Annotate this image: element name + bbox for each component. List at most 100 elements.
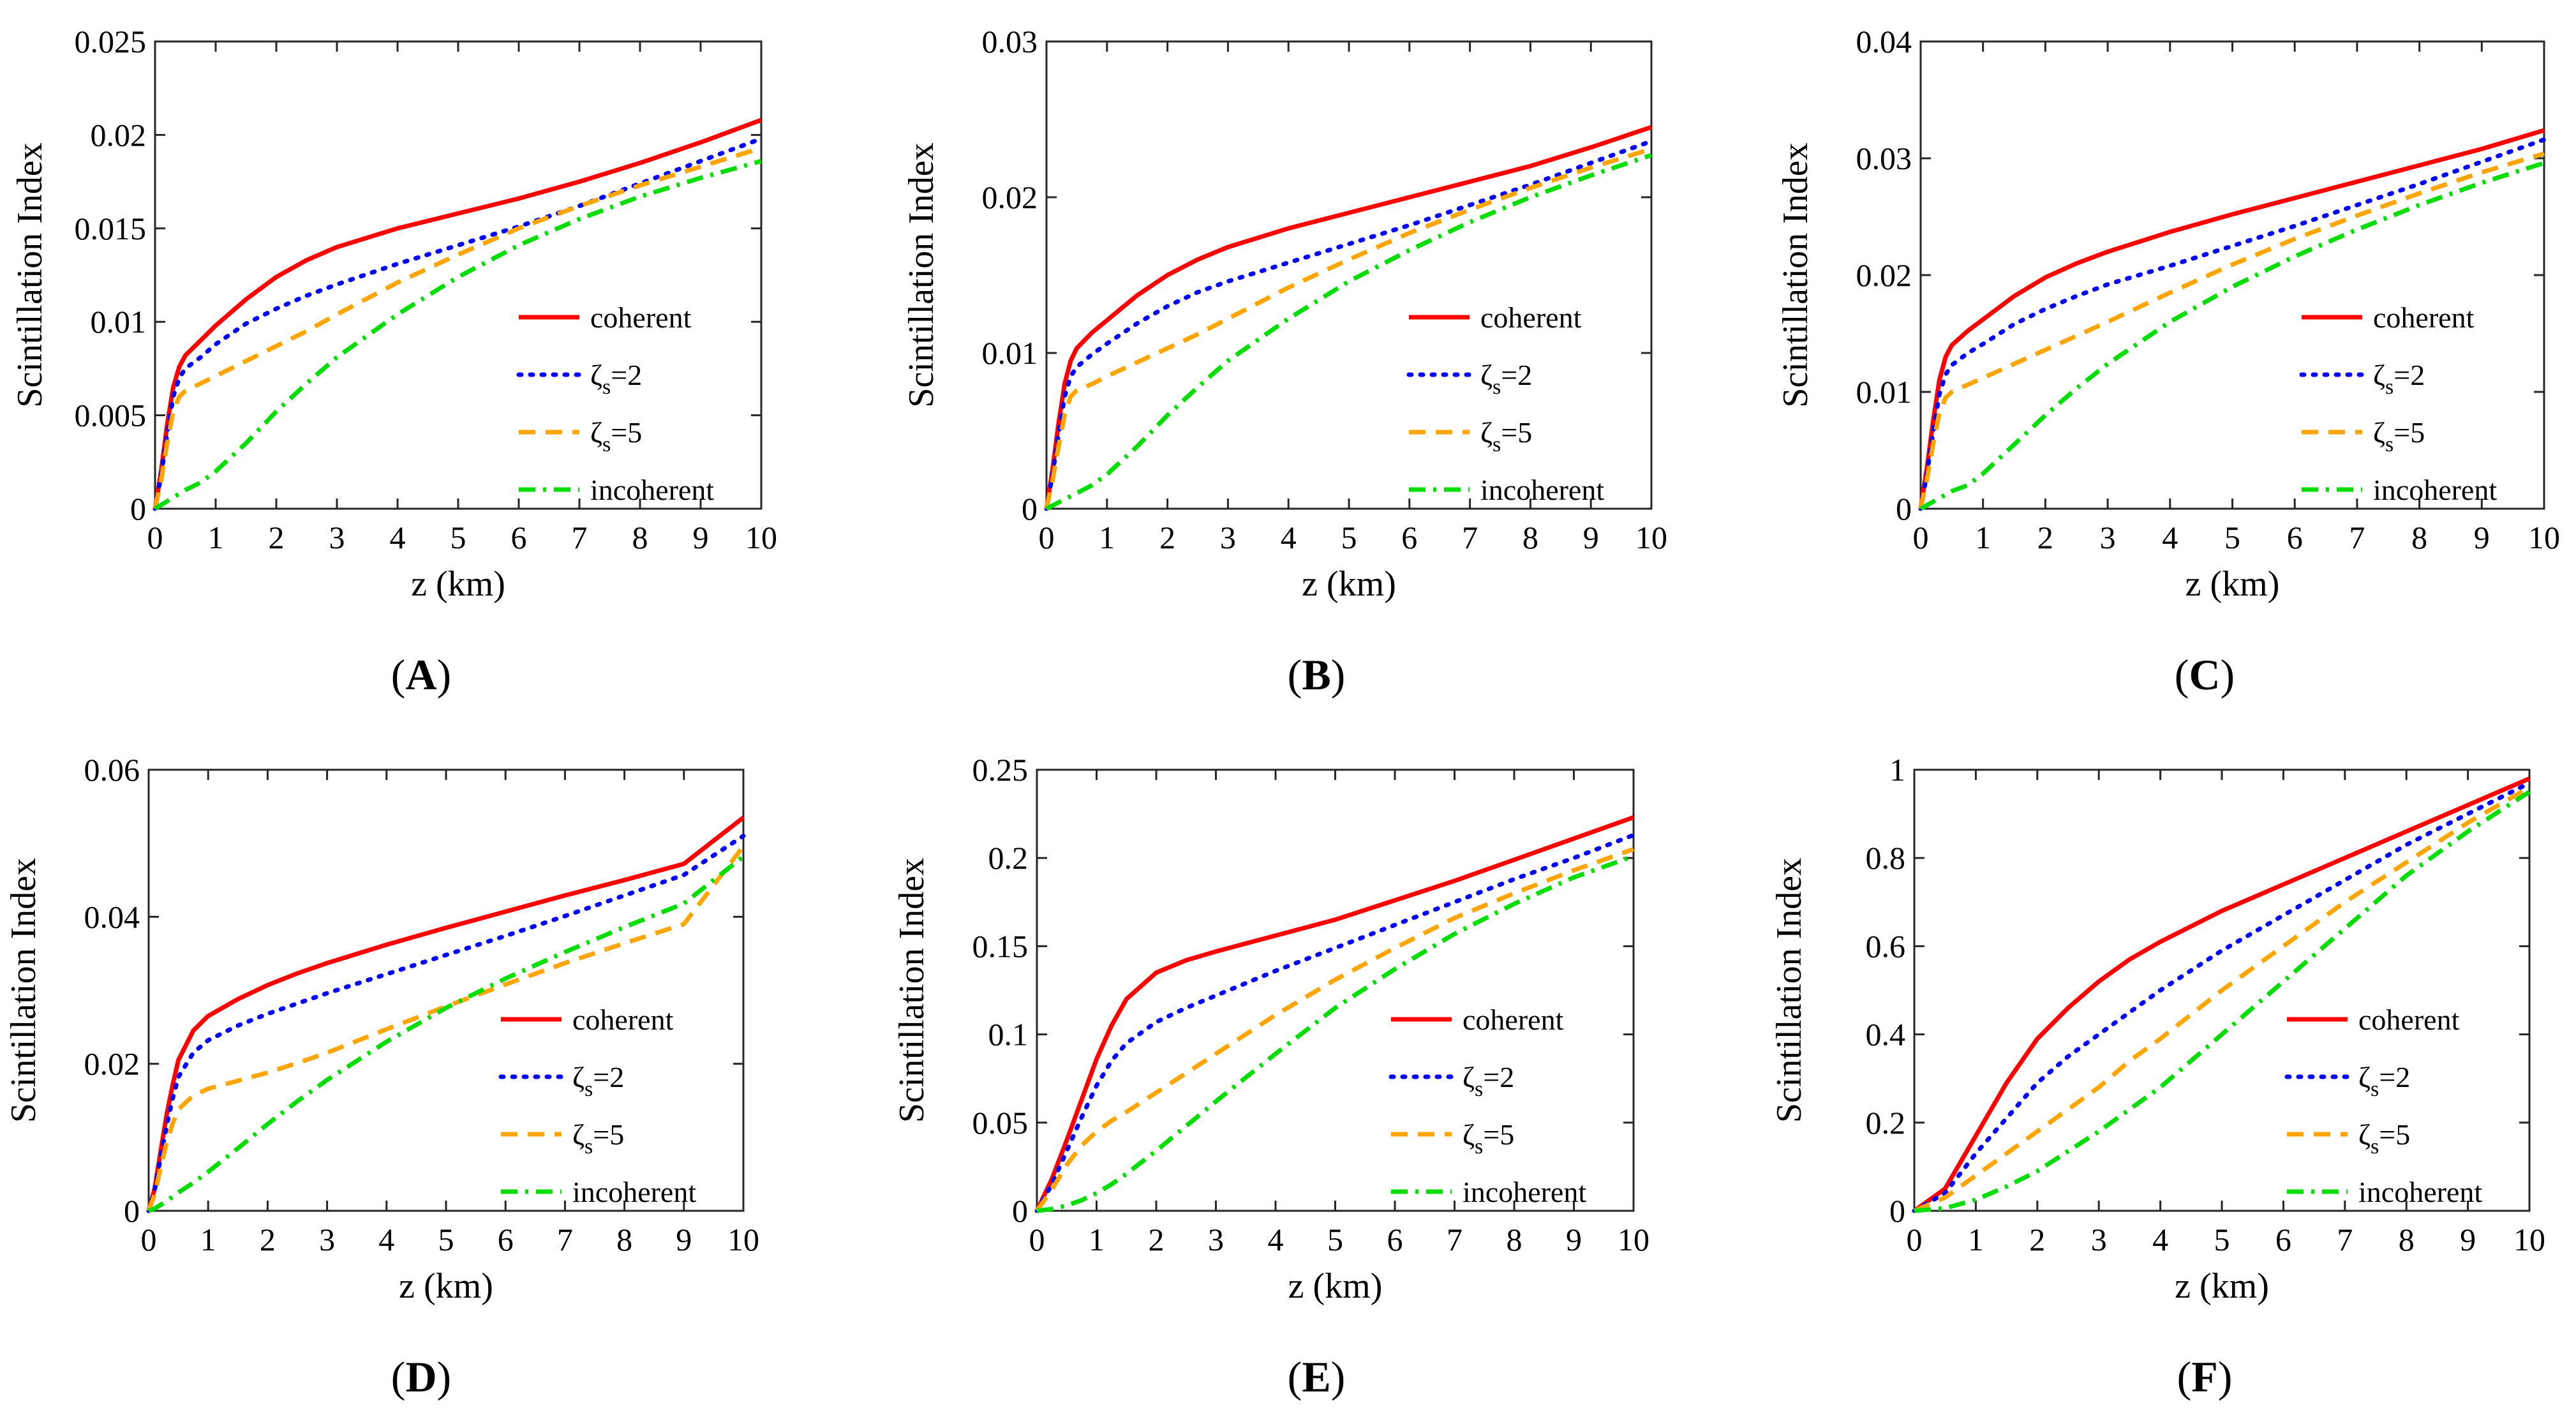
legend-zeta: ζ [2358, 1061, 2371, 1093]
y-tick-label: 0 [130, 491, 146, 527]
x-axis-label: z (km) [1302, 564, 1396, 604]
y-tick-label: 0.015 [75, 211, 147, 246]
legend-subscript: s [1475, 1077, 1483, 1101]
x-tick-label: 3 [1208, 1222, 1224, 1257]
legend-subscript: s [2371, 1077, 2379, 1101]
panel-label-open-paren: ( [2177, 1353, 2192, 1401]
x-tick-label: 2 [2029, 1222, 2045, 1257]
y-tick-label: 0.15 [972, 928, 1029, 964]
x-tick-label: 9 [693, 520, 709, 555]
panel-label: (F) [2177, 1353, 2233, 1401]
panel-label-letter: C [2189, 650, 2220, 699]
x-tick-label: 1 [1099, 520, 1115, 555]
x-tick-label: 10 [1635, 520, 1667, 555]
series-line-incoherent [1045, 153, 1653, 511]
series-line-zeta5 [153, 146, 763, 509]
panel-label-close-paren: ) [2218, 1353, 2233, 1401]
x-tick-label: 5 [1327, 1222, 1343, 1257]
x-tick-label: 1 [1975, 520, 1991, 555]
y-tick-label: 0 [1012, 1193, 1028, 1229]
y-tick-label: 0.05 [972, 1105, 1029, 1141]
x-tick-label: 4 [1268, 1222, 1284, 1257]
panel-label-open-paren: ( [391, 1353, 406, 1401]
series-line-coherent [146, 816, 745, 1211]
x-tick-label: 6 [511, 520, 527, 555]
legend-zeta: ζ [572, 1118, 584, 1151]
x-tick-label: 10 [2528, 520, 2560, 555]
legend-value: =2 [2379, 1061, 2410, 1093]
y-tick-label: 0.02 [982, 179, 1038, 215]
y-tick-label: 0.02 [84, 1046, 140, 1082]
legend-label-zeta2: ζs=2 [1480, 359, 1532, 399]
y-tick-label: 0.6 [1866, 928, 1906, 964]
legend-subscript: s [584, 1077, 593, 1101]
x-tick-label: 9 [1583, 520, 1599, 555]
x-tick-label: 6 [2287, 520, 2303, 555]
legend-subscript: s [1475, 1135, 1483, 1158]
axes-box [1045, 40, 1653, 510]
x-tick-label: 3 [2091, 1222, 2107, 1257]
legend-subscript: s [2371, 1135, 2379, 1158]
y-tick-label: 0.06 [84, 752, 140, 788]
y-tick-label: 0.005 [75, 398, 147, 433]
series-line-zeta5 [1035, 847, 1635, 1213]
legend-value: =5 [1483, 1118, 1514, 1151]
x-tick-label: 2 [269, 520, 285, 555]
y-tick-label: 0.04 [1856, 24, 1912, 59]
x-tick-label: 9 [676, 1222, 692, 1257]
legend-value: =2 [611, 359, 642, 391]
legend-label-zeta5: ζs=5 [1463, 1118, 1514, 1158]
x-tick-label: 9 [2474, 520, 2490, 555]
legend-value: =5 [593, 1118, 624, 1151]
series-line-coherent [1034, 815, 1635, 1212]
legend-value: =5 [2379, 1118, 2410, 1151]
panel-label-open-paren: ( [1288, 1353, 1302, 1401]
x-tick-label: 2 [1159, 520, 1175, 555]
x-tick-label: 6 [1387, 1222, 1403, 1257]
y-tick-label: 0 [1896, 491, 1912, 527]
x-tick-label: 4 [1281, 520, 1297, 555]
y-tick-label: 0 [1022, 491, 1038, 527]
series-line-zeta2 [146, 834, 746, 1213]
y-axis-label: Scintillation Index [902, 142, 941, 407]
x-axis-label: z (km) [2185, 564, 2280, 604]
axes-box [154, 40, 763, 510]
x-tick-label: 8 [1523, 520, 1538, 555]
y-tick-label: 1 [1889, 752, 1905, 788]
panel-label: (C) [2175, 650, 2235, 699]
series-line-zeta2 [1912, 781, 2532, 1213]
x-tick-label: 8 [616, 1222, 632, 1257]
x-axis-label: z (km) [411, 564, 505, 604]
x-tick-label: 7 [1447, 1222, 1463, 1257]
legend-label-coherent: coherent [1480, 301, 1582, 334]
legend-label-zeta2: ζs=2 [1463, 1061, 1514, 1101]
y-axis-label: Scintillation Index [1776, 142, 1815, 407]
panel-d: 0 1 2 3 4 5 6 7 8 9 10 0 0.02 0.04 0.06 z (km) Scintilla… [4, 752, 759, 1401]
x-tick-label: 5 [2214, 1222, 2230, 1257]
legend-label-coherent: coherent [590, 301, 692, 334]
panel-label-letter: F [2191, 1353, 2218, 1401]
series-line-coherent [1044, 124, 1653, 509]
y-tick-label: 0.4 [1866, 1017, 1906, 1053]
legend-value: =2 [593, 1061, 624, 1093]
y-tick-label: 0.025 [75, 24, 147, 59]
x-axis-label: z (km) [1288, 1266, 1383, 1306]
legend-label-incoherent: incoherent [1480, 474, 1604, 506]
legend-subscript: s [602, 433, 611, 456]
x-tick-label: 3 [319, 1222, 335, 1257]
legend-value: =5 [1501, 416, 1532, 449]
legend-label-incoherent: incoherent [572, 1176, 696, 1208]
x-tick-label: 1 [1968, 1222, 1984, 1257]
x-tick-label: 5 [450, 520, 466, 555]
x-tick-label: 3 [329, 520, 345, 555]
legend-zeta: ζ [1480, 359, 1493, 391]
panel-label-open-paren: ( [2175, 650, 2189, 699]
x-tick-label: 8 [1507, 1222, 1523, 1257]
x-tick-label: 3 [2100, 520, 2116, 555]
y-tick-label: 0.03 [1856, 140, 1912, 176]
x-tick-label: 5 [438, 1222, 454, 1257]
legend-label-zeta5: ζs=5 [572, 1118, 624, 1158]
